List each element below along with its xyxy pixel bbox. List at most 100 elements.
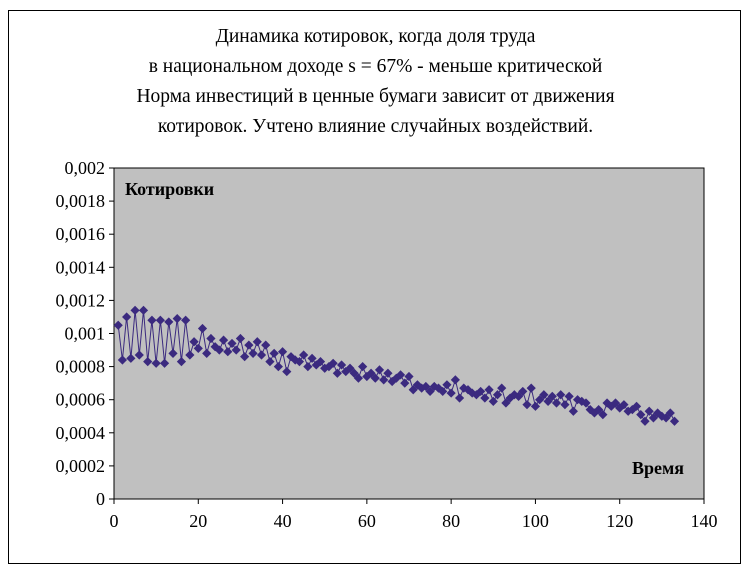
y-tick-label: 0,0012: [56, 290, 106, 310]
data-point: [522, 400, 532, 410]
data-point: [631, 401, 642, 411]
title-line-4: котировок. Учтено влияние случайных возд…: [157, 116, 594, 137]
data-point: [598, 409, 608, 420]
data-point: [383, 368, 393, 378]
x-axis-label: Время: [632, 458, 684, 478]
data-point: [636, 409, 646, 420]
data-point: [282, 366, 292, 377]
data-point: [366, 368, 376, 378]
data-point: [143, 357, 153, 367]
data-point: [151, 358, 161, 368]
title-line-1: Динамика котировок, когда доля труда: [215, 26, 536, 47]
data-point: [134, 350, 144, 360]
data-point: [526, 383, 536, 393]
data-point: [248, 348, 258, 358]
data-point: [370, 373, 380, 383]
data-point: [438, 386, 448, 397]
data-point: [551, 398, 562, 408]
data-point: [488, 396, 498, 406]
data-point: [476, 386, 486, 397]
data-point: [602, 398, 612, 408]
data-point: [404, 371, 414, 382]
y-tick-label: 0,002: [65, 158, 106, 178]
y-axis-label: Котировки: [125, 179, 214, 199]
data-point: [492, 390, 503, 400]
data-point: [265, 357, 275, 367]
data-point: [193, 343, 203, 353]
x-axis: 0 20 40 60 80 100 120 140: [110, 499, 718, 531]
data-point: [202, 348, 212, 358]
data-point: [336, 360, 347, 370]
data-point: [358, 362, 368, 372]
plot-area: [113, 167, 705, 500]
data-point: [147, 315, 157, 325]
data-point: [568, 406, 578, 416]
data-point: [117, 355, 128, 365]
data-point: [454, 393, 465, 403]
data-point: [261, 340, 271, 350]
data-point: [155, 315, 165, 325]
data-point: [269, 348, 279, 358]
data-point: [315, 357, 326, 367]
x-tick-label: 20: [189, 511, 207, 531]
data-point: [556, 390, 566, 400]
data-point: [450, 375, 460, 385]
data-point: [256, 350, 267, 360]
data-point: [619, 400, 629, 410]
data-point: [615, 403, 625, 413]
data-point: [442, 380, 452, 390]
data-point: [231, 345, 241, 355]
y-tick-label: 0: [96, 489, 105, 509]
data-point: [539, 390, 549, 400]
data-point: [185, 350, 195, 360]
data-point: [417, 383, 427, 393]
data-point: [564, 391, 574, 401]
data-point: [277, 347, 288, 357]
data-point: [227, 338, 237, 349]
y-tick-label: 0,0014: [56, 257, 106, 277]
title-line-3: Норма инвестиций в ценные бумаги зависит…: [136, 86, 615, 107]
data-point: [627, 405, 637, 415]
chart-title: Динамика котировок, когда доля труда в н…: [0, 22, 751, 142]
data-point: [374, 365, 385, 375]
data-point: [497, 383, 507, 393]
data-point: [307, 353, 317, 363]
data-point: [252, 337, 262, 347]
data-point: [235, 333, 246, 344]
data-point: [324, 362, 334, 372]
x-tick-label: 140: [691, 511, 718, 531]
data-point: [400, 378, 410, 388]
x-tick-label: 100: [522, 511, 549, 531]
x-tick-label: 80: [442, 511, 460, 531]
data-point: [189, 337, 199, 347]
data-point: [640, 416, 650, 426]
data-point: [471, 390, 482, 400]
data-point: [240, 352, 250, 362]
title-line-2: в национальном доходе s = 67% - меньше к…: [148, 56, 603, 77]
data-point: [661, 413, 671, 423]
data-point: [648, 413, 659, 423]
series-markers: [113, 305, 680, 426]
data-point: [547, 391, 557, 401]
data-point: [273, 362, 283, 372]
data-point: [530, 401, 541, 411]
data-point: [328, 358, 338, 368]
data-point: [665, 408, 675, 418]
data-point: [197, 323, 208, 334]
data-point: [214, 345, 224, 355]
data-point: [113, 320, 123, 330]
y-tick-label: 0,0004: [56, 423, 106, 443]
data-point: [206, 333, 216, 344]
data-point: [543, 396, 553, 406]
data-point: [210, 342, 220, 352]
data-point: [379, 375, 389, 385]
data-point: [513, 391, 524, 401]
data-point: [244, 340, 254, 350]
data-point: [294, 357, 305, 367]
data-point: [606, 401, 616, 411]
y-tick-label: 0,0018: [56, 191, 106, 211]
data-point: [168, 348, 178, 358]
data-point: [299, 350, 309, 360]
data-point: [581, 398, 591, 408]
